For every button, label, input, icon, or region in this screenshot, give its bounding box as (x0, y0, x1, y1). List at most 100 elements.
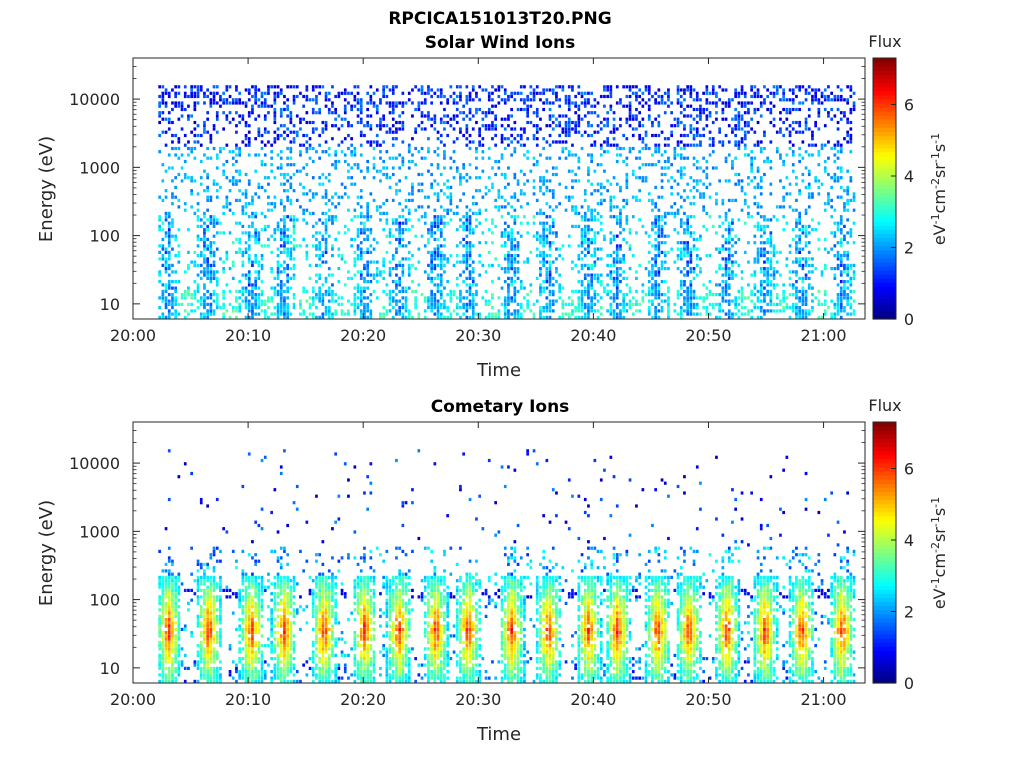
heatmap-cell (718, 302, 721, 306)
heatmap-cell (535, 211, 539, 215)
heatmap-cell (241, 289, 245, 293)
heatmap-cell (657, 159, 661, 164)
heatmap-cell (235, 221, 238, 225)
heatmap-cell (727, 237, 731, 241)
heatmap-cell (695, 296, 699, 300)
heatmap-cell (551, 172, 555, 177)
heatmap-cell (788, 270, 792, 274)
heatmap-cell (798, 263, 801, 267)
heatmap-cell (539, 127, 542, 131)
heatmap-cell (647, 192, 651, 196)
heatmap-cell (468, 273, 472, 277)
heatmap-cell (401, 263, 405, 267)
heatmap-cell (500, 302, 504, 306)
heatmap-cell (753, 273, 757, 277)
heatmap-cell (660, 98, 664, 102)
heatmap-cell (542, 146, 545, 151)
heatmap-cell (695, 302, 699, 306)
heatmap-cell (254, 88, 257, 92)
heatmap-cell (167, 94, 171, 99)
heatmap-cell (465, 306, 469, 310)
heatmap-cell (167, 244, 171, 248)
heatmap-cell (382, 114, 385, 118)
heatmap-cell (676, 153, 680, 157)
heatmap-cell (587, 224, 590, 228)
heatmap-cell (401, 215, 405, 219)
heatmap-cell (292, 218, 296, 222)
heatmap-cell (580, 315, 584, 319)
heatmap-cell (462, 192, 465, 196)
heatmap-cell (561, 127, 565, 131)
heatmap-cell (775, 293, 779, 297)
heatmap-cell (391, 104, 395, 108)
heatmap-cell (651, 302, 654, 306)
heatmap-cell (721, 143, 725, 147)
heatmap-cell (695, 254, 699, 258)
heatmap-cell (801, 263, 805, 267)
heatmap-cell (347, 169, 350, 173)
heatmap-cell (180, 114, 184, 118)
heatmap-cell (603, 104, 606, 108)
heatmap-cell (286, 107, 289, 112)
heatmap-cell (619, 224, 622, 228)
heatmap-cell (443, 244, 446, 248)
heatmap-cell (353, 309, 357, 313)
heatmap-cell (369, 85, 373, 89)
heatmap-cell (782, 309, 785, 313)
heatmap-cell (827, 195, 830, 199)
heatmap-cell (193, 104, 197, 108)
heatmap-cell (631, 114, 635, 118)
heatmap-cell (769, 296, 773, 300)
heatmap-cell (603, 117, 606, 121)
heatmap-cell (219, 257, 222, 261)
heatmap-cell (395, 273, 398, 277)
heatmap-cell (257, 127, 261, 131)
heatmap-cell (311, 176, 315, 180)
heatmap-cell (769, 299, 773, 303)
heatmap-cell (615, 283, 619, 287)
heatmap-cell (263, 224, 267, 228)
heatmap-cell (734, 198, 737, 202)
heatmap-cell (718, 130, 721, 134)
heatmap-cell (619, 280, 622, 284)
heatmap-cell (625, 185, 629, 189)
heatmap-cell (734, 296, 737, 300)
heatmap-cell (769, 257, 773, 261)
heatmap-cell (286, 228, 289, 232)
heatmap-cell (183, 176, 187, 180)
heatmap-cell (587, 280, 590, 284)
heatmap-cell (238, 172, 241, 177)
heatmap-cell (651, 293, 654, 297)
heatmap-cell (468, 276, 472, 280)
heatmap-cell (619, 185, 622, 189)
heatmap-cell (657, 254, 661, 258)
heatmap-cell (516, 270, 520, 274)
heatmap-cell (791, 302, 795, 306)
heatmap-cell (612, 309, 616, 313)
heatmap-cell (183, 270, 187, 274)
heatmap-cell (379, 117, 382, 121)
heatmap-cell (657, 241, 661, 245)
heatmap-cell (241, 117, 245, 121)
heatmap-cell (785, 306, 789, 310)
heatmap-cell (551, 289, 555, 293)
heatmap-cell (471, 299, 475, 303)
heatmap-cell (551, 224, 555, 228)
heatmap-cell (222, 315, 225, 319)
heatmap-cell (839, 218, 843, 222)
heatmap-cell (225, 143, 229, 147)
heatmap-cell (753, 302, 757, 306)
heatmap-cell (638, 137, 641, 141)
heatmap-cell (775, 283, 779, 287)
heatmap-cell (551, 195, 555, 199)
heatmap-cell (452, 117, 456, 121)
heatmap-cell (692, 231, 696, 235)
heatmap-cell (420, 101, 424, 105)
heatmap-cell (257, 133, 261, 138)
heatmap-cell (459, 260, 462, 264)
heatmap-cell (196, 85, 200, 89)
heatmap-cell (433, 237, 437, 241)
heatmap-cell (763, 309, 766, 313)
heatmap-cell (769, 273, 773, 277)
heatmap-cell (340, 150, 344, 154)
